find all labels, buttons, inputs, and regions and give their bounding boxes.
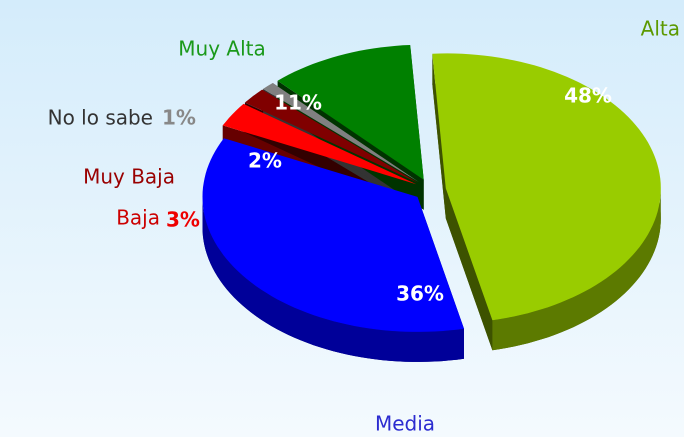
value-label: 1%	[162, 106, 196, 130]
category-label: Muy Alta	[178, 37, 265, 61]
value-label: 48%	[564, 84, 612, 108]
slice-tops	[202, 45, 661, 332]
slice-side	[492, 188, 661, 351]
slice	[244, 89, 418, 183]
slice	[263, 83, 419, 182]
category-label: Baja	[116, 206, 160, 230]
labels: Alta 48% Media 36% Baja 3% Muy Baja 2% No lo sab…	[48, 17, 680, 436]
value-label: 11%	[274, 91, 322, 115]
slice-edge	[445, 188, 493, 351]
slice-edge	[432, 53, 446, 219]
category-label: Muy Baja	[83, 165, 175, 189]
slice	[222, 103, 417, 185]
slice	[432, 53, 661, 321]
value-label: 3%	[166, 208, 200, 232]
slice	[277, 45, 424, 180]
slice	[202, 138, 464, 332]
value-label: 2%	[248, 149, 282, 173]
value-label: 36%	[396, 282, 444, 306]
category-label: Alta	[641, 17, 680, 41]
category-label: No lo sabe	[48, 106, 153, 130]
category-label: Media	[375, 412, 435, 436]
slice-side	[202, 196, 464, 362]
